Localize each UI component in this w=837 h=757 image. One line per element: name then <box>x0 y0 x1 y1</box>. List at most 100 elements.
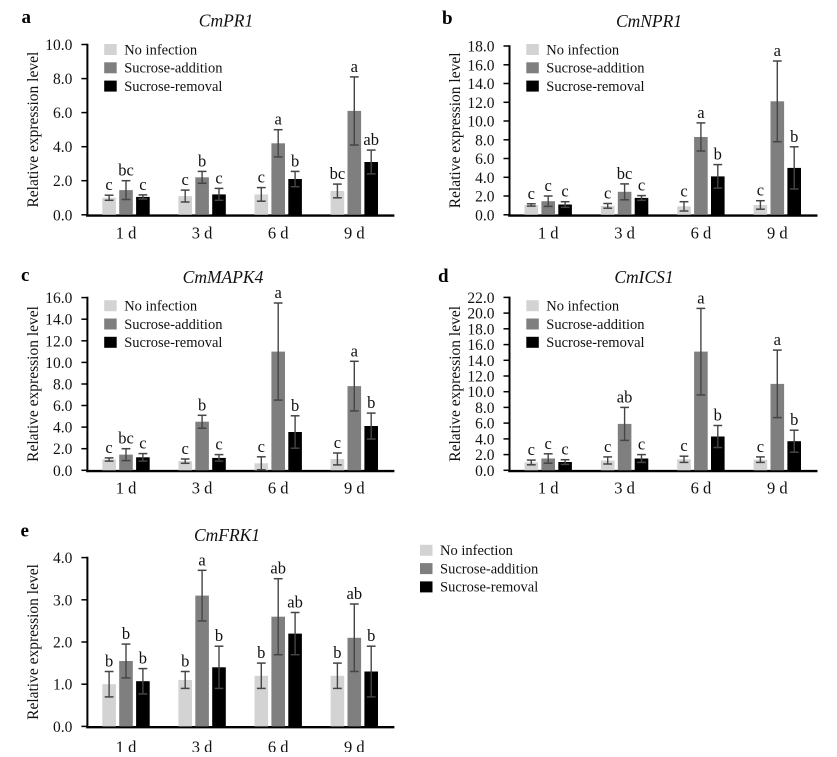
svg-text:c: c <box>105 175 112 194</box>
svg-text:16.0: 16.0 <box>467 57 494 74</box>
svg-text:2.0: 2.0 <box>475 447 495 464</box>
svg-text:4.0: 4.0 <box>475 431 495 448</box>
svg-text:4.0: 4.0 <box>53 550 73 567</box>
svg-text:Sucrose-addition: Sucrose-addition <box>124 61 223 77</box>
svg-text:18.0: 18.0 <box>467 321 494 338</box>
svg-text:ab: ab <box>347 584 363 603</box>
svg-text:8.0: 8.0 <box>53 377 73 394</box>
svg-text:9 d: 9 d <box>767 479 788 498</box>
svg-text:c: c <box>139 175 146 194</box>
svg-text:2.0: 2.0 <box>475 189 495 206</box>
svg-text:9 d: 9 d <box>767 224 788 243</box>
svg-text:b: b <box>291 396 299 415</box>
svg-text:c: c <box>680 436 687 455</box>
svg-text:bc: bc <box>617 164 633 183</box>
svg-text:CmMAPK4: CmMAPK4 <box>183 267 264 287</box>
svg-text:22.0: 22.0 <box>467 290 494 307</box>
svg-text:a: a <box>351 341 359 360</box>
svg-text:c: c <box>561 440 568 459</box>
svg-text:c: c <box>604 437 611 456</box>
svg-text:c: c <box>139 434 146 453</box>
svg-text:c: c <box>528 184 535 203</box>
svg-text:10.0: 10.0 <box>45 355 72 372</box>
svg-text:1 d: 1 d <box>116 479 137 498</box>
svg-text:a: a <box>275 110 283 129</box>
svg-text:b: b <box>198 151 206 170</box>
svg-text:b: b <box>714 406 722 425</box>
svg-text:ab: ab <box>287 593 303 612</box>
svg-text:e: e <box>21 521 29 542</box>
svg-text:3 d: 3 d <box>192 479 213 498</box>
svg-text:16.0: 16.0 <box>467 337 494 354</box>
svg-text:1.0: 1.0 <box>53 677 73 694</box>
svg-text:Relative expression level: Relative expression level <box>25 52 42 208</box>
svg-text:1 d: 1 d <box>116 737 137 752</box>
svg-text:b: b <box>257 643 265 662</box>
svg-text:c: c <box>545 434 552 453</box>
svg-text:b: b <box>333 643 341 662</box>
svg-text:c: c <box>638 176 645 195</box>
svg-text:0.0: 0.0 <box>53 719 73 736</box>
svg-text:Sucrose-addition: Sucrose-addition <box>124 317 223 333</box>
svg-text:9 d: 9 d <box>344 479 365 498</box>
svg-text:Sucrose-removal: Sucrose-removal <box>440 580 538 596</box>
svg-text:b: b <box>122 624 130 643</box>
svg-text:4.0: 4.0 <box>53 420 73 437</box>
svg-text:14.0: 14.0 <box>467 76 494 93</box>
svg-text:c: c <box>680 182 687 201</box>
svg-text:0.0: 0.0 <box>53 207 73 224</box>
svg-text:c: c <box>215 435 222 454</box>
svg-text:No infection: No infection <box>124 42 198 58</box>
svg-text:12.0: 12.0 <box>467 95 494 112</box>
svg-text:c: c <box>561 182 568 201</box>
svg-text:12.0: 12.0 <box>467 369 494 386</box>
svg-text:No infection: No infection <box>546 299 620 315</box>
svg-text:c: c <box>638 435 645 454</box>
svg-text:c: c <box>258 437 265 456</box>
svg-text:c: c <box>757 181 764 200</box>
svg-text:a: a <box>198 550 206 569</box>
svg-text:No infection: No infection <box>440 543 514 559</box>
svg-text:b: b <box>790 410 798 429</box>
svg-text:c: c <box>545 176 552 195</box>
svg-text:b: b <box>442 8 453 29</box>
svg-text:16.0: 16.0 <box>45 290 72 307</box>
svg-text:bc: bc <box>330 164 346 183</box>
svg-text:ab: ab <box>363 130 379 149</box>
svg-text:CmPR1: CmPR1 <box>199 11 253 31</box>
svg-text:0.0: 0.0 <box>475 207 495 224</box>
svg-text:12.0: 12.0 <box>45 333 72 350</box>
svg-text:b: b <box>215 626 223 645</box>
svg-text:c: c <box>182 170 189 189</box>
svg-text:Sucrose-addition: Sucrose-addition <box>440 561 539 577</box>
svg-text:Relative expression level: Relative expression level <box>447 52 464 208</box>
svg-text:10.0: 10.0 <box>45 37 72 54</box>
svg-text:14.0: 14.0 <box>45 312 72 329</box>
svg-text:10.0: 10.0 <box>467 114 494 131</box>
svg-text:8.0: 8.0 <box>53 71 73 88</box>
svg-text:9 d: 9 d <box>344 224 365 243</box>
svg-text:a: a <box>697 288 705 307</box>
svg-text:2.0: 2.0 <box>53 635 73 652</box>
svg-text:14.0: 14.0 <box>467 353 494 370</box>
svg-text:CmFRK1: CmFRK1 <box>194 525 260 545</box>
svg-text:0.0: 0.0 <box>475 463 495 480</box>
svg-text:3 d: 3 d <box>192 224 213 243</box>
svg-text:2.0: 2.0 <box>53 173 73 190</box>
svg-text:a: a <box>22 7 32 28</box>
svg-text:c: c <box>215 168 222 187</box>
svg-text:d: d <box>438 266 449 287</box>
svg-text:6 d: 6 d <box>691 224 712 243</box>
svg-text:c: c <box>528 440 535 459</box>
svg-text:a: a <box>697 103 705 122</box>
svg-text:c: c <box>182 439 189 458</box>
svg-text:4.0: 4.0 <box>475 170 495 187</box>
svg-text:8.0: 8.0 <box>475 132 495 149</box>
svg-text:1 d: 1 d <box>538 224 559 243</box>
svg-text:b: b <box>714 145 722 164</box>
svg-text:b: b <box>105 652 113 671</box>
svg-text:b: b <box>291 151 299 170</box>
svg-text:3.0: 3.0 <box>53 592 73 609</box>
svg-text:a: a <box>774 41 782 60</box>
svg-text:a: a <box>275 283 283 302</box>
